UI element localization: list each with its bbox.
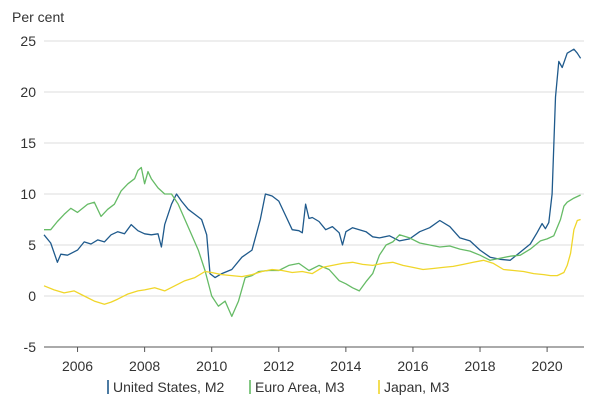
series-lines <box>43 48 582 318</box>
y-tick-label: 0 <box>28 288 36 304</box>
y-tick-label: 20 <box>20 84 36 100</box>
x-tick-label: 2020 <box>532 358 563 374</box>
gridlines <box>44 40 584 348</box>
x-tick-label: 2010 <box>196 358 227 374</box>
x-tick-label: 2008 <box>129 358 160 374</box>
legend-label: Euro Area, M3 <box>255 379 345 395</box>
y-axis-unit-label: Per cent <box>12 9 64 25</box>
y-tick-labels: -5 0 5 10 15 20 25 <box>20 33 36 355</box>
x-tick-label: 2012 <box>263 358 294 374</box>
y-tick-label: 15 <box>20 135 36 151</box>
x-tick-label: 2016 <box>397 358 428 374</box>
series-line-3 <box>43 218 581 305</box>
y-tick-label: 10 <box>20 186 36 202</box>
legend-label: United States, M2 <box>113 379 224 395</box>
legend-label: Japan, M3 <box>384 379 450 395</box>
series-line-1 <box>43 48 582 279</box>
x-tick-label: 2006 <box>62 358 93 374</box>
x-tick-label: 2018 <box>464 358 495 374</box>
x-tick-label: 2014 <box>330 358 361 374</box>
y-tick-label: -5 <box>24 339 37 355</box>
series-line-2 <box>44 166 581 318</box>
legend: United States, M2 Euro Area, M3 Japan, M3 <box>107 379 450 395</box>
y-tick-label: 25 <box>20 33 36 49</box>
x-axis: 2006 2008 2010 2012 2014 2016 2018 2020 <box>44 346 584 374</box>
y-tick-label: 5 <box>28 237 36 253</box>
